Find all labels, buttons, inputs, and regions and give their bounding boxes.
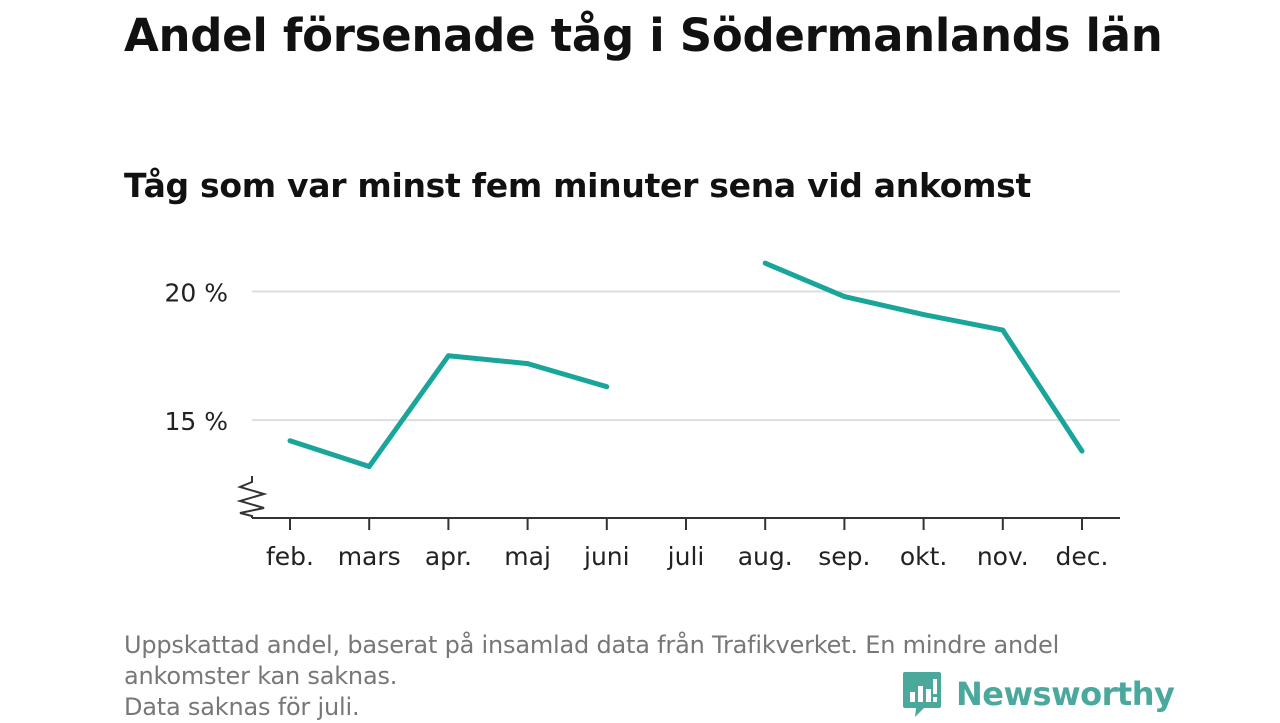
x-tick-label: juni — [583, 542, 630, 571]
chart-notes: Uppskattad andel, baserat på insamlad da… — [124, 630, 1164, 723]
data-point — [445, 353, 451, 359]
x-tick-label: okt. — [900, 542, 948, 571]
line-chart: 15 % 20 % feb. mars apr. maj juni juli aug. sep. o… — [164, 260, 1120, 571]
note-line: ankomster kan saknas. — [124, 662, 398, 690]
data-point — [1000, 327, 1006, 333]
brand-name: Newsworthy — [956, 675, 1175, 713]
x-tick-label: maj — [504, 542, 551, 571]
x-tick-label: nov. — [977, 542, 1029, 571]
data-point — [841, 294, 847, 300]
chart-title: Andel försenade tåg i Södermanlands län — [124, 9, 1163, 62]
x-tick-label: apr. — [425, 542, 472, 571]
axis-break-mark — [236, 476, 268, 518]
y-tick-label: 15 % — [164, 407, 228, 436]
x-tick-label: mars — [338, 542, 401, 571]
data-point — [287, 438, 293, 444]
x-tick-label: juli — [667, 542, 705, 571]
x-tick-label: aug. — [738, 542, 793, 571]
data-point — [525, 361, 531, 367]
x-tick-label: sep. — [818, 542, 870, 571]
series-line — [289, 353, 608, 469]
newsworthy-brand: Newsworthy — [902, 670, 1175, 718]
x-tick-label: feb. — [266, 542, 314, 571]
note-line: Uppskattad andel, baserat på insamlad da… — [124, 631, 1060, 659]
data-point — [604, 384, 610, 390]
data-point — [921, 312, 927, 318]
data-point — [1079, 448, 1085, 454]
x-tick-label: dec. — [1056, 542, 1109, 571]
data-point — [762, 260, 768, 266]
bar-chart-speech-bubble-icon — [903, 672, 941, 717]
y-tick-label: 20 % — [164, 278, 228, 307]
note-line: Data saknas för juli. — [124, 693, 360, 721]
data-point — [366, 464, 372, 470]
chart-subtitle: Tåg som var minst fem minuter sena vid a… — [124, 166, 1031, 205]
